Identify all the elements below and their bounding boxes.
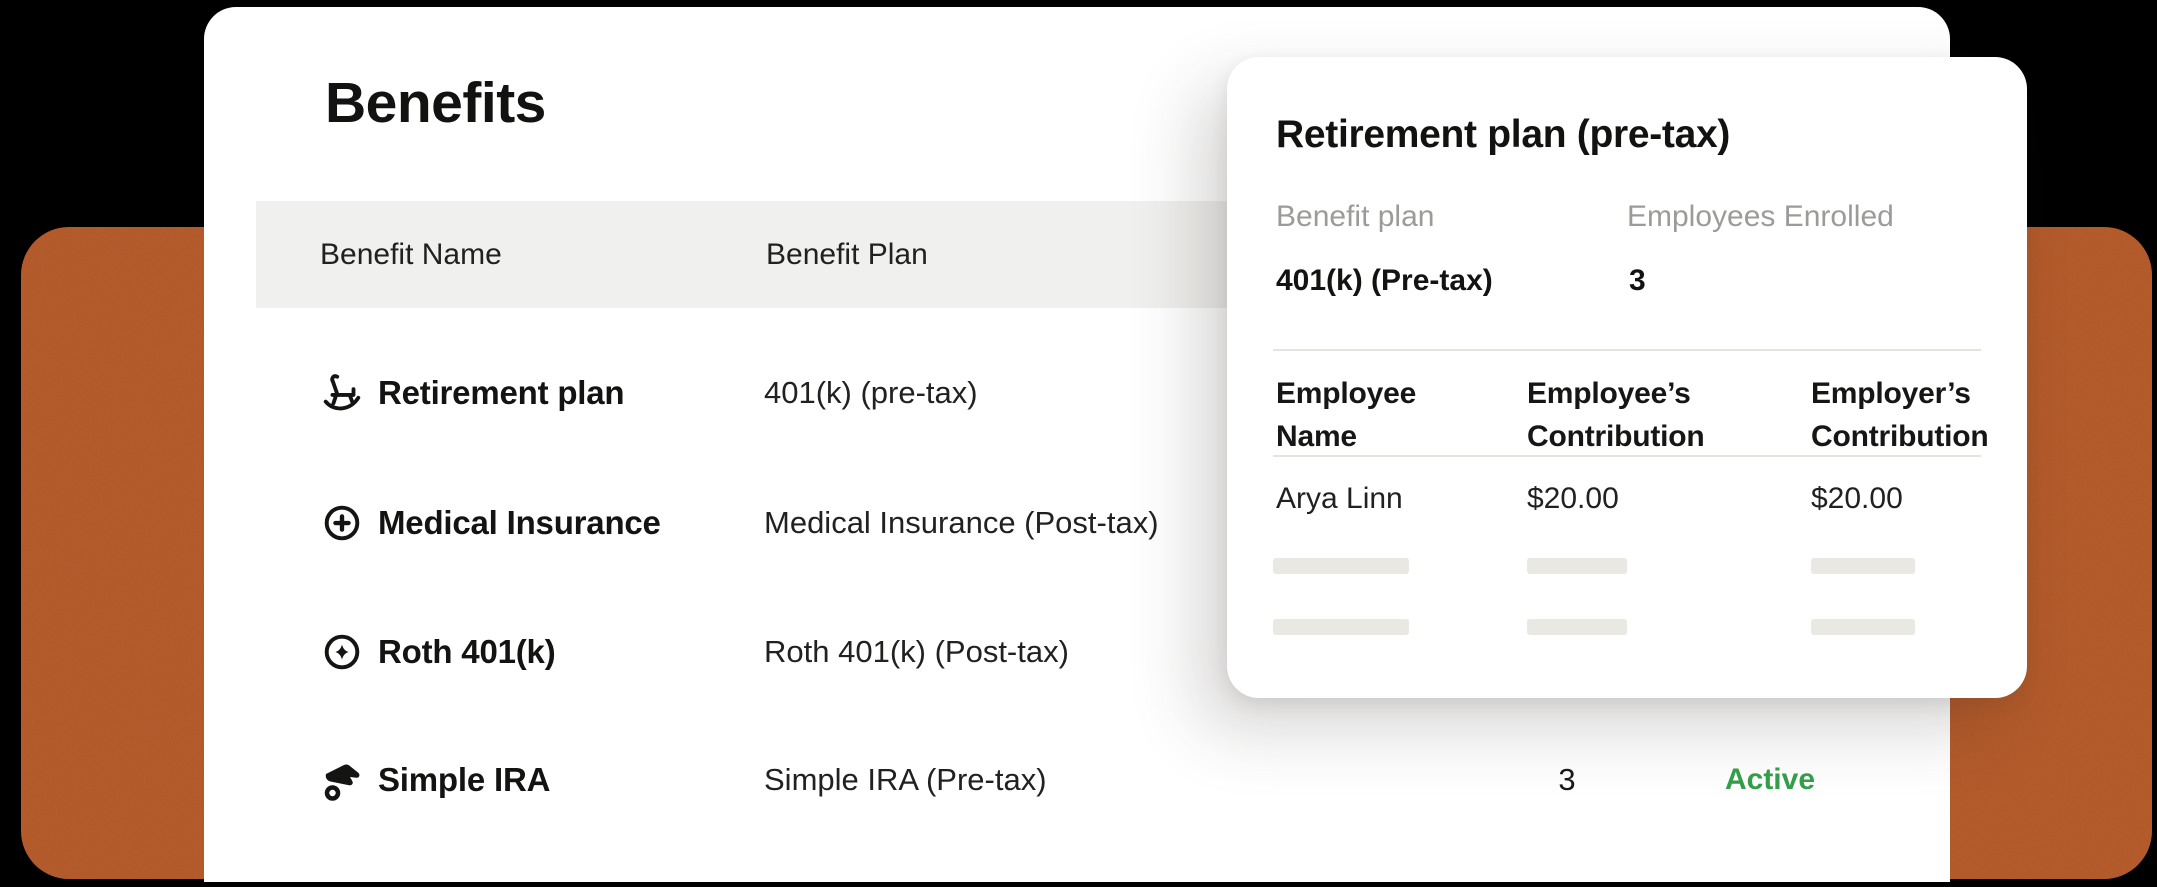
benefit-plan: 401(k) (pre-tax) bbox=[764, 375, 978, 410]
table-row-retirement-plan[interactable]: Retirement plan 401(k) (pre-tax) bbox=[204, 353, 1950, 433]
page-title: Benefits bbox=[325, 71, 546, 135]
employees-enrolled-value: 3 bbox=[1629, 264, 1646, 297]
employee-contribution-cell: $20.00 bbox=[1527, 482, 1619, 515]
benefit-name: Roth 401(k) bbox=[378, 633, 556, 670]
divider bbox=[1273, 349, 1981, 351]
skeleton-loading-bar bbox=[1273, 558, 1409, 574]
rocking-chair-icon bbox=[316, 353, 368, 433]
skeleton-loading-bar bbox=[1273, 619, 1409, 635]
employees-enrolled-count: 3 bbox=[1558, 762, 1576, 797]
skeleton-loading-bar bbox=[1811, 558, 1915, 574]
benefit-name: Simple IRA bbox=[378, 761, 551, 798]
benefit-plan: Medical Insurance (Post-tax) bbox=[764, 505, 1159, 540]
skeleton-loading-bar bbox=[1527, 558, 1627, 574]
benefit-plan: Roth 401(k) (Post-tax) bbox=[764, 634, 1069, 669]
benefit-plan-label: Benefit plan bbox=[1276, 200, 1435, 233]
column-header-employee-name: Employee Name bbox=[1276, 377, 1417, 453]
table-row-medical-insurance[interactable]: Medical Insurance Medical Insurance (Pos… bbox=[204, 483, 1950, 563]
employees-enrolled-label: Employees Enrolled bbox=[1627, 200, 1894, 233]
skeleton-loading-bar bbox=[1527, 619, 1627, 635]
circle-sparkle-icon bbox=[316, 612, 368, 692]
retirement-plan-detail-card: Retirement plan (pre-tax) Benefit plan E… bbox=[1227, 57, 2027, 698]
benefit-plan-value: 401(k) (Pre-tax) bbox=[1276, 264, 1493, 297]
detail-card-title: Retirement plan (pre-tax) bbox=[1276, 113, 1731, 156]
benefit-plan: Simple IRA (Pre-tax) bbox=[764, 762, 1047, 797]
status-badge: Active bbox=[1724, 763, 1816, 796]
benefit-name: Medical Insurance bbox=[378, 504, 661, 541]
hand-coin-icon bbox=[316, 740, 368, 820]
column-header-benefit-name: Benefit Name bbox=[320, 237, 502, 271]
column-header-employee-contribution: Employee’s Contribution bbox=[1527, 377, 1705, 453]
employer-contribution-cell: $20.00 bbox=[1811, 482, 1903, 515]
column-header-benefit-plan: Benefit Plan bbox=[766, 237, 928, 271]
column-header-employer-contribution: Employer’s Contribution bbox=[1811, 377, 1989, 453]
benefit-name: Retirement plan bbox=[378, 374, 625, 411]
skeleton-loading-bar bbox=[1811, 619, 1915, 635]
employee-name-cell: Arya Linn bbox=[1276, 482, 1403, 515]
divider bbox=[1273, 455, 1981, 457]
table-row-simple-ira[interactable]: Simple IRA Simple IRA (Pre-tax) 3 Active bbox=[204, 740, 1950, 820]
circle-plus-icon bbox=[316, 483, 368, 563]
table-row-roth-401k[interactable]: Roth 401(k) Roth 401(k) (Post-tax) bbox=[204, 612, 1950, 692]
